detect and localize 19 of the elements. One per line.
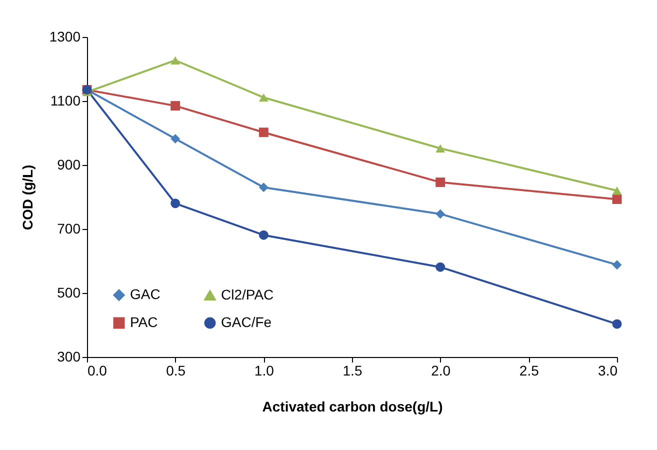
legend-label: PAC [130, 314, 158, 330]
legend-label: GAC [130, 286, 160, 302]
y-tick-label: 500 [57, 284, 81, 300]
y-tick-label: 700 [57, 220, 81, 236]
x-tick-label: 3.0 [598, 362, 618, 378]
x-tick-label: 0.5 [166, 362, 186, 378]
legend-label: Cl2/PAC [221, 286, 274, 302]
y-tick-label: 300 [57, 348, 81, 364]
legend-label: GAC/Fe [221, 314, 272, 330]
x-tick-label: 1.5 [342, 362, 362, 378]
y-tick-label: 900 [57, 156, 81, 172]
x-axis-title: Activated carbon dose(g/L) [262, 398, 443, 414]
x-tick-label: 0.0 [88, 362, 108, 378]
x-tick-label: 2.0 [431, 362, 451, 378]
y-tick-label: 1100 [50, 92, 81, 108]
y-axis-title: COD (g/L) [19, 164, 36, 230]
y-tick-label: 1300 [49, 28, 81, 44]
x-tick-label: 1.0 [254, 362, 274, 378]
x-tick-label: 2.5 [519, 362, 540, 378]
